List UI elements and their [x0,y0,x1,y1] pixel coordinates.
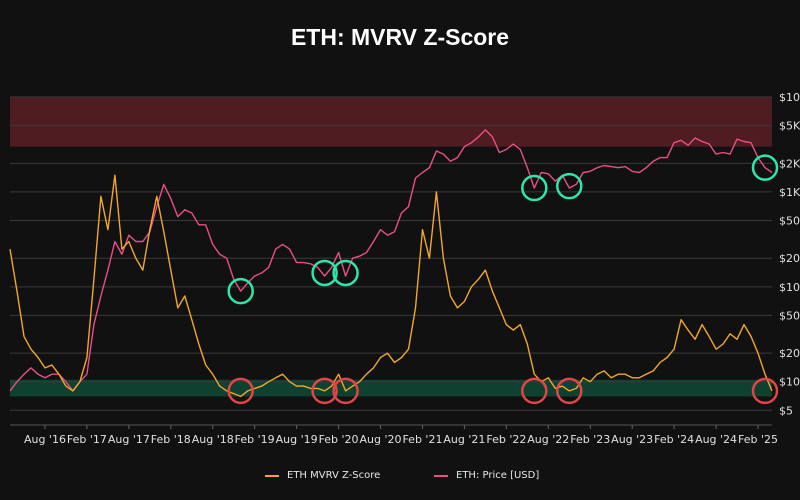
chart-title: ETH: MVRV Z-Score [290,24,510,50]
y-tick-label: $10 [779,376,800,389]
green-circle-marker [311,259,338,287]
x-tick-label: Aug '21 [443,433,485,446]
green-circle-marker [751,154,779,181]
x-tick-label: Aug '24 [695,433,737,446]
x-tick-label: Feb '20 [319,433,359,446]
y-tick-label: $20 [779,347,800,360]
x-tick-label: Feb '23 [570,433,610,446]
legend-item-mvrv: ETH MVRV Z-Score [265,470,380,481]
x-tick-label: Feb '17 [67,433,107,446]
band-top-zone [10,97,772,147]
red-circle-marker [332,377,359,405]
legend-item-price: ETH: Price [USD] [434,470,539,481]
x-tick-label: Aug '18 [192,433,234,446]
legend: ETH MVRV Z-Score ETH: Price [USD] [0,470,800,486]
x-tick-label: Feb '22 [486,433,526,446]
x-tick-label: Aug '19 [276,433,318,446]
legend-swatch-price [434,474,448,477]
red-circle-marker [311,377,338,405]
x-tick-label: Aug '20 [360,433,402,446]
y-tick-label: $5 [779,404,793,417]
series-layer [9,129,773,398]
bands-layer [10,97,772,397]
series-line-eth-price-usd [9,129,773,392]
red-circle-marker [521,377,548,405]
green-circle-marker [556,172,583,200]
y-tick-label: $500 [779,214,800,227]
x-tick-label: Feb '21 [402,433,442,446]
y-tick-label: $50 [779,309,800,322]
y-tick-label: $10K [779,91,800,104]
green-circle-marker [332,259,359,287]
green-circle-marker [227,277,254,305]
x-tick-label: Aug '17 [108,433,150,446]
red-circle-marker [227,377,254,405]
x-tick-label: Feb '18 [151,433,191,446]
x-tick-label: Feb '19 [235,433,275,446]
y-tick-label: $1K [779,186,800,199]
x-tick-label: Aug '23 [611,433,653,446]
y-tick-label: $2K [779,157,800,170]
y-tick-label: $5K [779,120,800,133]
legend-label-mvrv: ETH MVRV Z-Score [287,470,381,481]
grid-layer [10,96,772,411]
annotations-layer [227,154,779,405]
legend-swatch-mvrv [265,474,279,477]
series-line-eth-mvrv-z-score [9,174,773,398]
y-tick-label: $200 [779,252,800,265]
red-circle-marker [556,377,583,405]
x-tick-label: Aug '22 [527,433,569,446]
red-circle-marker [751,377,779,405]
x-tick-label: Feb '24 [654,433,694,446]
green-circle-marker [521,174,548,202]
y-tick-label: $100 [779,281,800,294]
x-tick-label: Feb '25 [738,433,778,446]
legend-label-price: ETH: Price [USD] [456,470,540,481]
axes-layer: $10K $5K $2K $1K $500 $200 $100 $50 $20 $10 $5 Aug … [10,91,800,446]
x-tick-label: Aug '16 [24,433,66,446]
